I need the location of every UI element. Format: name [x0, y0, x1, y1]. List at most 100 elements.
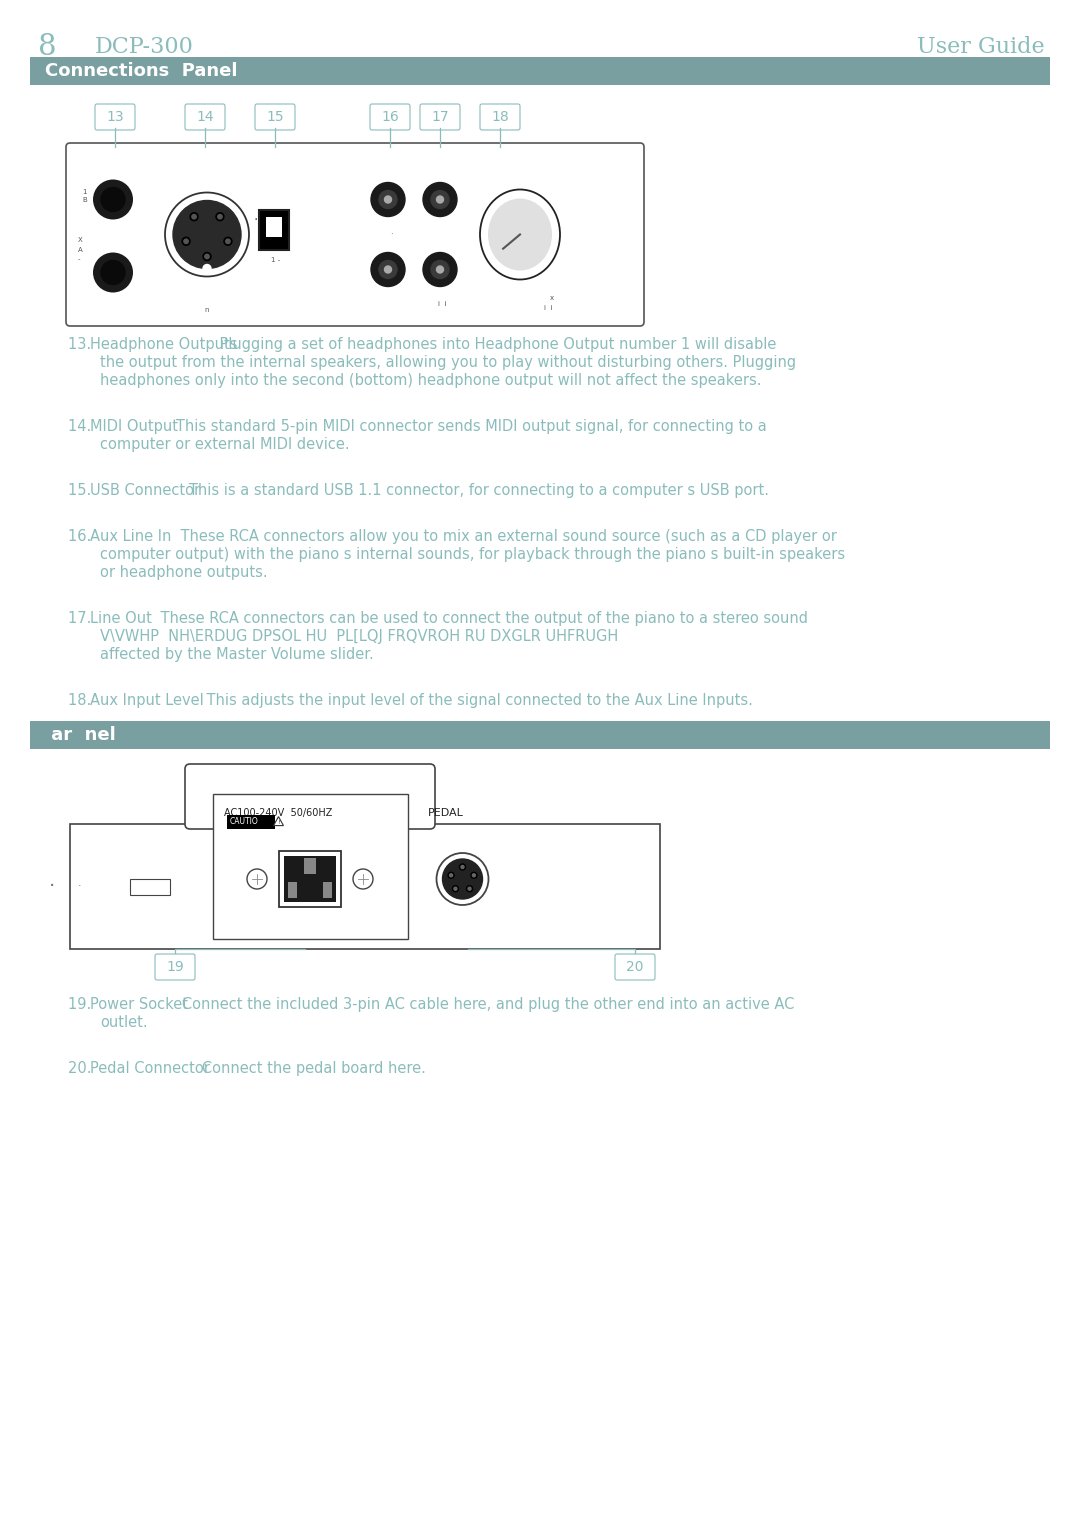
Text: 13: 13: [106, 110, 124, 124]
Bar: [288, 883, 297, 898]
FancyBboxPatch shape: [255, 104, 295, 130]
Text: ar  nel: ar nel: [45, 725, 116, 744]
Text: PEDAL: PEDAL: [428, 808, 463, 818]
Text: USB Connector: USB Connector: [90, 483, 200, 498]
Circle shape: [226, 240, 230, 243]
Circle shape: [93, 180, 133, 220]
Bar: [363, 818, 377, 829]
Bar: [284, 857, 336, 902]
Circle shape: [205, 255, 210, 258]
Circle shape: [467, 886, 473, 892]
Circle shape: [372, 252, 405, 287]
Circle shape: [203, 252, 211, 261]
FancyBboxPatch shape: [615, 954, 654, 980]
Circle shape: [449, 873, 453, 876]
Text: affected by the Master Volume slider.: affected by the Master Volume slider.: [100, 647, 374, 663]
Text: 13.: 13.: [68, 337, 96, 353]
Text: A: A: [78, 246, 83, 252]
Text: 14.: 14.: [68, 418, 96, 434]
Text: 17.: 17.: [68, 611, 96, 626]
Text: Plugging a set of headphones into Headphone Output number 1 will disable: Plugging a set of headphones into Headph…: [201, 337, 777, 353]
Text: 19.: 19.: [68, 997, 96, 1012]
Circle shape: [436, 195, 444, 203]
Circle shape: [165, 192, 249, 276]
Text: 15: 15: [266, 110, 284, 124]
Circle shape: [436, 854, 488, 906]
Circle shape: [431, 261, 449, 278]
Text: Connect the included 3-pin AC cable here, and plug the other end into an active : Connect the included 3-pin AC cable here…: [168, 997, 795, 1012]
Text: User Guide: User Guide: [917, 37, 1045, 58]
Bar: [303, 858, 316, 873]
Circle shape: [453, 886, 458, 892]
Circle shape: [183, 237, 190, 246]
Text: 16.: 16.: [68, 528, 96, 544]
Ellipse shape: [488, 199, 552, 270]
Text: X: X: [78, 237, 83, 243]
Text: 1: 1: [82, 188, 86, 194]
Text: These RCA connectors allow you to mix an external sound source (such as a CD pla: These RCA connectors allow you to mix an…: [162, 528, 837, 544]
Text: Line Out: Line Out: [90, 611, 152, 626]
Circle shape: [454, 887, 457, 890]
Bar: [323, 883, 332, 898]
FancyBboxPatch shape: [480, 104, 519, 130]
FancyBboxPatch shape: [420, 104, 460, 130]
Circle shape: [192, 214, 197, 218]
Text: Connect the pedal board here.: Connect the pedal board here.: [188, 1061, 426, 1077]
Circle shape: [379, 191, 397, 209]
Text: i  i: i i: [544, 305, 553, 312]
Text: 16: 16: [381, 110, 399, 124]
Circle shape: [216, 212, 224, 221]
Bar: [227, 815, 274, 829]
Text: 19: 19: [166, 960, 184, 974]
Text: i  i: i i: [437, 301, 446, 307]
Ellipse shape: [480, 189, 561, 279]
Text: ·: ·: [49, 876, 55, 896]
Circle shape: [436, 266, 444, 273]
Bar: [30, 56, 1050, 86]
FancyBboxPatch shape: [156, 954, 195, 980]
Bar: [213, 794, 407, 939]
Text: -: -: [78, 257, 81, 263]
Circle shape: [218, 214, 222, 218]
Bar: [243, 818, 257, 829]
Text: 18: 18: [491, 110, 509, 124]
Text: Headphone Outputs: Headphone Outputs: [90, 337, 238, 353]
Circle shape: [423, 252, 457, 287]
Bar: [259, 209, 289, 249]
Text: 17: 17: [431, 110, 449, 124]
FancyBboxPatch shape: [185, 104, 225, 130]
Bar: [30, 721, 1050, 750]
Circle shape: [173, 200, 241, 269]
FancyBboxPatch shape: [95, 104, 135, 130]
Text: V\VWHP  NH\ERDUG DPSOL HU  PL[LQJ FRQVROH RU DXGLR UHFRUGH: V\VWHP NH\ERDUG DPSOL HU PL[LQJ FRQVROH …: [100, 629, 618, 644]
Circle shape: [471, 872, 477, 878]
Circle shape: [461, 866, 464, 869]
Text: 20: 20: [626, 960, 644, 974]
Text: Connections  Panel: Connections Panel: [45, 63, 238, 79]
Text: n: n: [205, 307, 210, 313]
Text: Aux Line In: Aux Line In: [90, 528, 172, 544]
Text: ·: ·: [78, 881, 82, 892]
Text: 20.: 20.: [68, 1061, 96, 1077]
Text: 8: 8: [38, 34, 56, 61]
Text: These RCA connectors can be used to connect the output of the piano to a stereo : These RCA connectors can be used to conn…: [143, 611, 808, 626]
Circle shape: [423, 183, 457, 217]
Bar: [266, 217, 282, 237]
Bar: [130, 878, 170, 895]
Circle shape: [384, 266, 391, 273]
Text: CAUTIO: CAUTIO: [229, 817, 258, 826]
Circle shape: [448, 872, 454, 878]
Circle shape: [247, 869, 267, 889]
Circle shape: [379, 261, 397, 278]
Circle shape: [102, 261, 125, 284]
Text: computer or external MIDI device.: computer or external MIDI device.: [100, 437, 350, 452]
Circle shape: [184, 240, 188, 243]
Polygon shape: [273, 817, 283, 826]
FancyBboxPatch shape: [185, 764, 435, 829]
Text: !: !: [278, 820, 280, 826]
Text: or headphone outputs.: or headphone outputs.: [100, 565, 268, 580]
Circle shape: [431, 191, 449, 209]
Text: AC100-240V  50/60HZ: AC100-240V 50/60HZ: [225, 808, 333, 818]
Circle shape: [468, 887, 471, 890]
Text: ·: ·: [390, 231, 393, 240]
